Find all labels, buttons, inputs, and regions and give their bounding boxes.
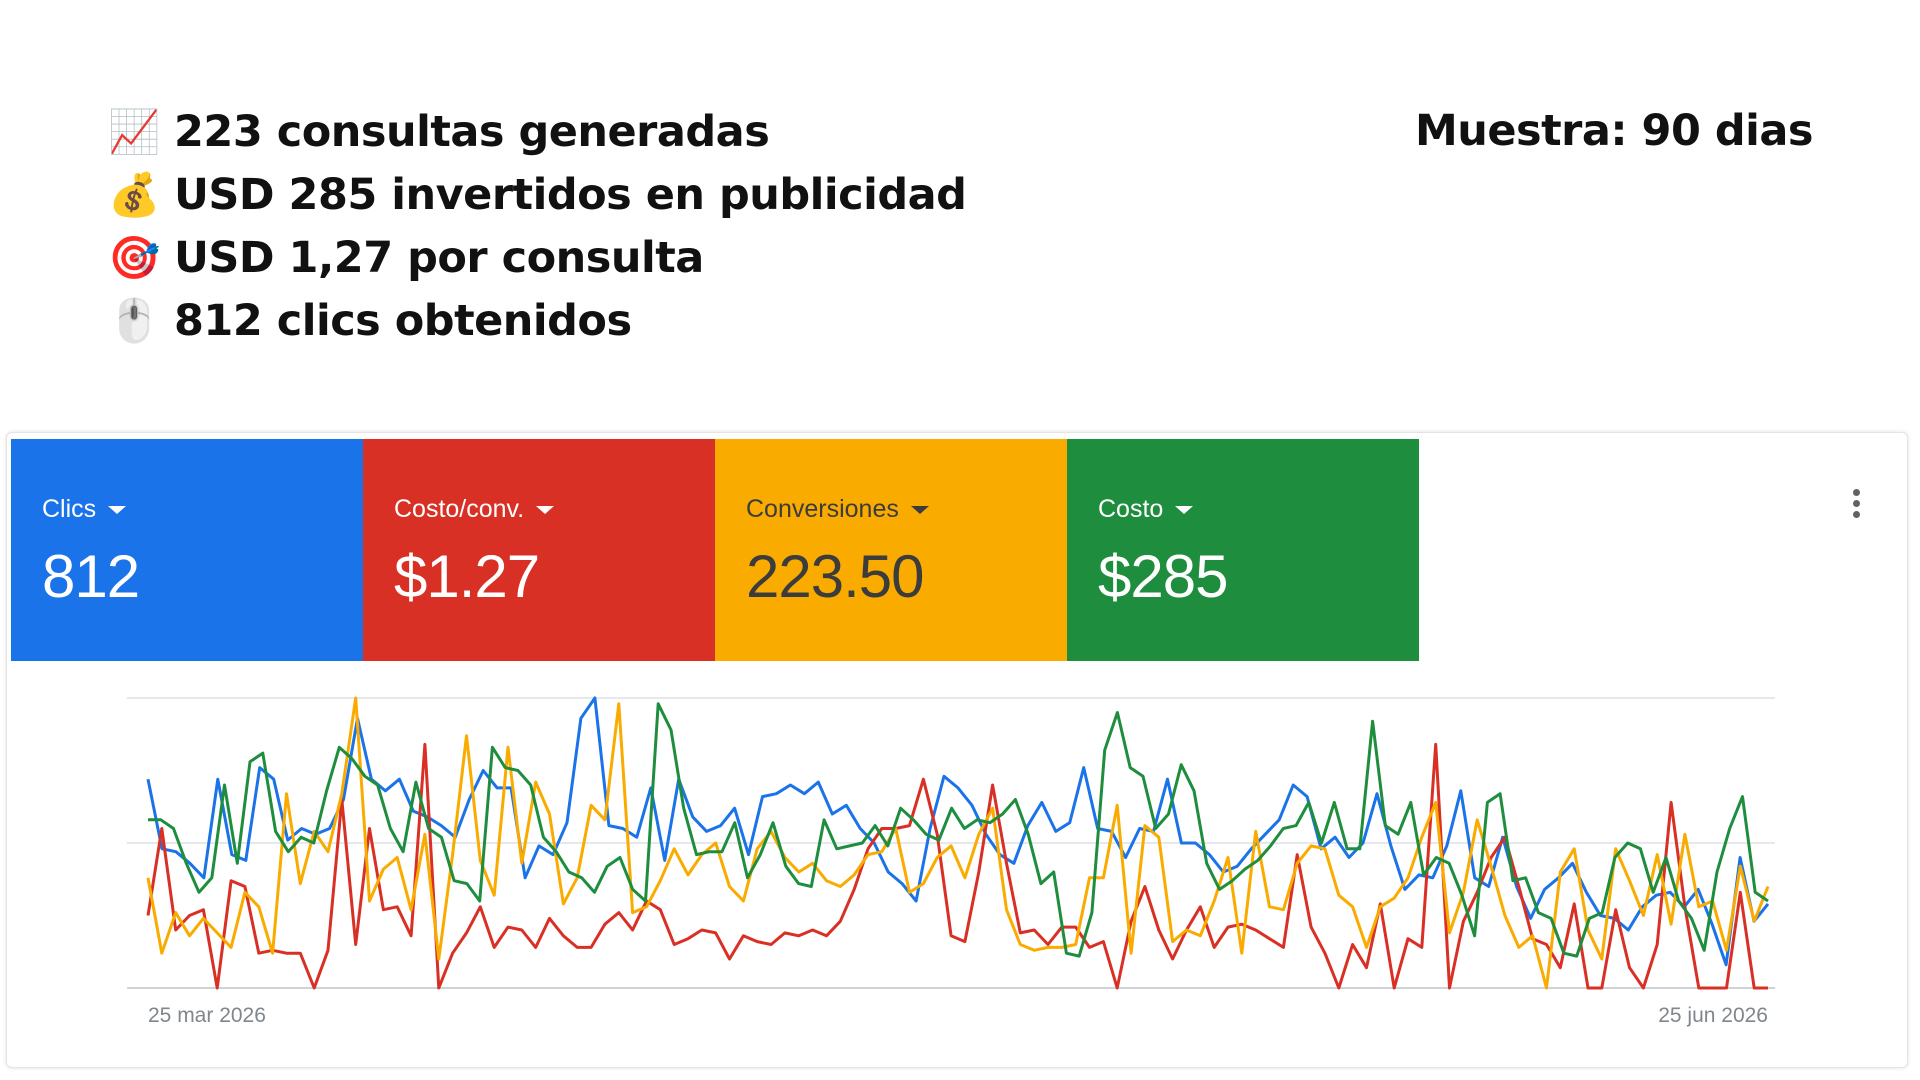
- metric-label-text: Costo: [1098, 495, 1164, 523]
- caret-down-icon[interactable]: [108, 505, 127, 514]
- metric-tile-costo[interactable]: Costo $285: [1067, 439, 1419, 661]
- sample-period-label: Muestra: 90 dias: [1414, 106, 1814, 156]
- caret-down-icon[interactable]: [536, 505, 555, 514]
- series-line-costo-conv-: [146, 742, 1768, 990]
- x-axis-start-label: 25 mar 2026: [148, 1004, 266, 1027]
- metric-label-text: Conversiones: [746, 495, 899, 523]
- series-line-conversiones: [146, 696, 1770, 990]
- summary-item: 🎯 USD 1,27 por consulta: [108, 226, 966, 289]
- chart-increasing-icon: 📈: [108, 106, 160, 156]
- metric-tiles: Clics 812 Costo/conv. $1.27 Conversiones…: [11, 439, 1419, 661]
- mouse-icon: 🖱️: [108, 295, 160, 345]
- performance-card: 25 mar 2026 25 jun 2026 Clics 812 Costo/…: [6, 432, 1908, 1068]
- metric-tile-value: 223.50: [746, 543, 925, 610]
- series-line-clics: [146, 696, 1770, 967]
- metric-tile-value: $285: [1098, 543, 1228, 610]
- series-line-costo: [148, 702, 1769, 958]
- summary-item: 💰 USD 285 invertidos en publicidad: [108, 163, 967, 226]
- caret-down-icon[interactable]: [1175, 505, 1194, 514]
- metric-tile-clics[interactable]: Clics 812: [11, 439, 363, 661]
- chart-series: [146, 696, 1770, 990]
- metric-tile-costo-conv[interactable]: Costo/conv. $1.27: [363, 439, 715, 661]
- summary-list: 📈 223 consultas generadas 💰 USD 285 inve…: [108, 100, 967, 352]
- summary-item-text: 812 clics obtenidos: [174, 295, 632, 346]
- money-bag-icon: 💰: [108, 169, 160, 219]
- performance-line-chart: 25 mar 2026 25 jun 2026: [127, 696, 1775, 1027]
- summary-item-text: USD 285 invertidos en publicidad: [174, 169, 967, 220]
- caret-down-icon[interactable]: [910, 505, 929, 514]
- summary-item: 🖱️ 812 clics obtenidos: [108, 289, 966, 352]
- metric-tile-conversiones[interactable]: Conversiones 223.50: [715, 439, 1067, 661]
- chart-grid: [127, 697, 1775, 989]
- metric-tile-label[interactable]: Costo/conv.: [394, 495, 555, 524]
- metric-tile-label[interactable]: Clics: [42, 495, 127, 524]
- target-icon: 🎯: [108, 232, 160, 282]
- summary-item: 📈 223 consultas generadas: [108, 100, 966, 163]
- metric-tile-value: $1.27: [394, 543, 540, 610]
- x-axis-end-label: 25 jun 2026: [1658, 1004, 1768, 1027]
- summary-item-text: USD 1,27 por consulta: [174, 232, 704, 283]
- more-options-icon[interactable]: [1851, 489, 1861, 523]
- summary-item-text: 223 consultas generadas: [174, 106, 770, 157]
- metric-tile-label[interactable]: Costo: [1098, 495, 1194, 524]
- metric-label-text: Clics: [42, 495, 97, 523]
- metric-tile-value: 812: [42, 543, 140, 610]
- metric-tile-label[interactable]: Conversiones: [746, 495, 929, 524]
- metric-label-text: Costo/conv.: [394, 495, 525, 523]
